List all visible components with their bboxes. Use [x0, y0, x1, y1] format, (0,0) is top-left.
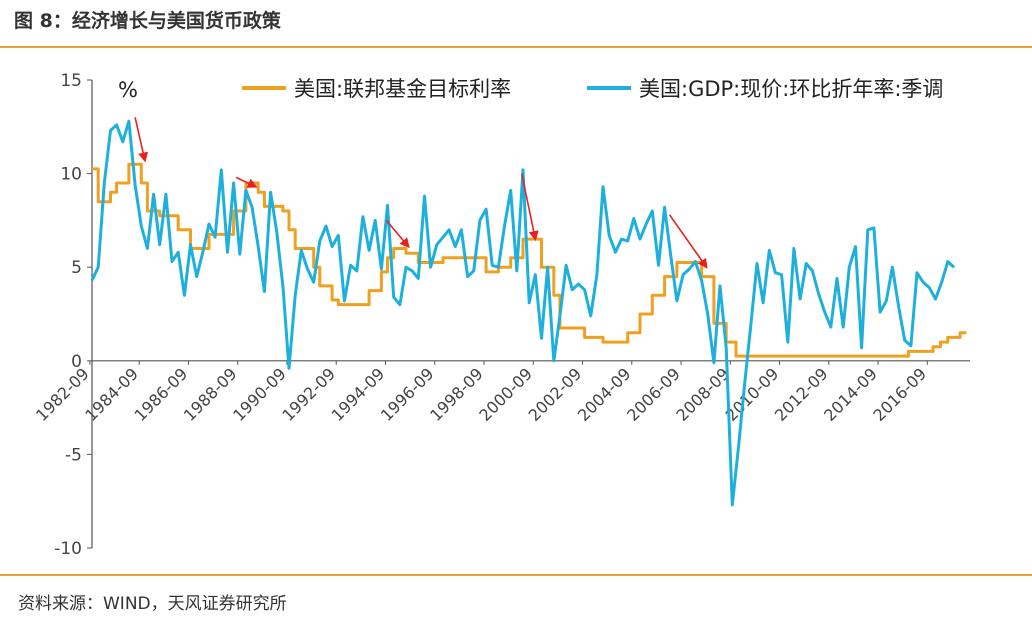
x-tick-label: 2008-09: [672, 364, 733, 425]
annotation-arrow: [235, 176, 258, 188]
legend-label-gdp: 美国:GDP:现价:环比折年率:季调: [639, 77, 943, 101]
chart: 15 10 5 0 -5 -10 1982-091984-091986-091988-09…: [32, 71, 970, 559]
x-tick-label: 1982-09: [32, 364, 93, 425]
y-tick-label: 5: [71, 258, 82, 278]
x-tick-label: 1988-09: [180, 364, 241, 425]
axes: [91, 80, 970, 548]
y-tick-label: 10: [60, 165, 82, 185]
x-tick-label: 2006-09: [623, 364, 684, 425]
x-tick-label: 2012-09: [771, 364, 832, 425]
annotation-arrow: [668, 214, 708, 269]
x-tick-label: 2010-09: [722, 364, 783, 425]
x-tick-label: 1990-09: [229, 364, 290, 425]
series-line-fed-funds-rate: [92, 162, 967, 358]
annotation-arrow: [134, 117, 149, 163]
x-tick-label: 1984-09: [81, 364, 142, 425]
figure-title: 图 8：经济增长与美国货币政策: [14, 10, 281, 32]
bottom-divider: [0, 574, 1032, 576]
x-tick-label: 2014-09: [820, 364, 881, 425]
x-tick-label: 1994-09: [328, 364, 389, 425]
source-note: 资料来源：WIND，天风证券研究所: [18, 594, 287, 614]
x-tick-label: 1986-09: [131, 364, 192, 425]
y-unit-label: %: [118, 78, 138, 102]
annotation-arrow: [520, 173, 539, 242]
y-tick-label: -10: [54, 539, 82, 559]
x-axis-ticks: 1982-091984-091986-091988-091990-091992-…: [32, 360, 930, 425]
legend: 美国:联邦基金目标利率 美国:GDP:现价:环比折年率:季调: [242, 77, 943, 101]
series-line-gdp-growth: [90, 119, 956, 507]
series: [90, 119, 967, 507]
x-tick-label: 1998-09: [426, 364, 487, 425]
y-tick-label: 0: [71, 352, 82, 372]
top-divider: [0, 46, 1032, 48]
x-tick-label: 2002-09: [525, 364, 586, 425]
x-tick-label: 1992-09: [278, 364, 339, 425]
x-tick-label: 2000-09: [475, 364, 536, 425]
x-tick-label: 2004-09: [574, 364, 635, 425]
y-axis-ticks: 15 10 5 0 -5 -10: [54, 71, 92, 559]
annotation-arrows: [134, 117, 708, 269]
y-tick-label: -5: [65, 445, 82, 465]
y-tick-label: 15: [60, 71, 82, 91]
x-tick-label: 1996-09: [377, 364, 438, 425]
legend-label-rate: 美国:联邦基金目标利率: [294, 77, 511, 101]
x-tick-label: 2016-09: [869, 364, 930, 425]
annotation-arrow: [385, 219, 410, 249]
